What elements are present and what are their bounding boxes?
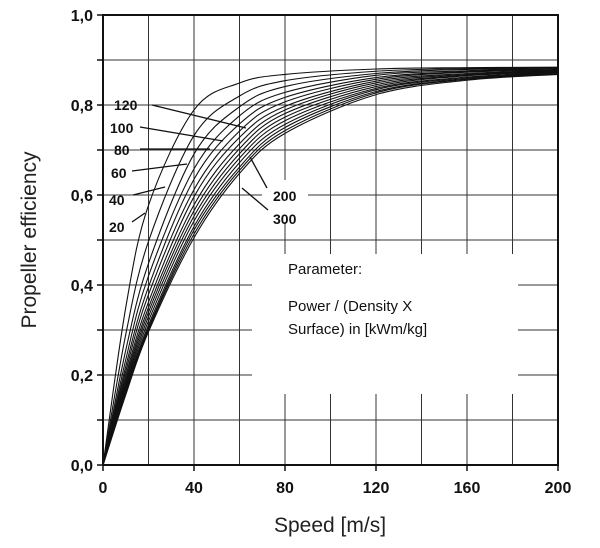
series-line-12 (102, 72, 559, 466)
y-axis-title: Propeller efficiency (18, 151, 41, 329)
annotation-label-80: 80 (114, 142, 130, 158)
y-tick-label: 0,0 (71, 458, 93, 475)
annotation-arrow-300 (241, 187, 269, 211)
x-tick-label: 160 (454, 480, 481, 497)
note-line-1: Power / (Density X (288, 298, 412, 315)
ticks: 0 40 80 120 160 200 0,0 0,2 0,4 0,6 0,8 1,0 (71, 8, 572, 497)
y-tick-label: 0,4 (71, 278, 93, 295)
x-tick-label: 40 (185, 480, 203, 497)
series-line-80 (102, 68, 559, 466)
annotation-label-40: 40 (109, 192, 125, 208)
annotation-arrow-60 (131, 163, 188, 172)
y-tick-label: 1,0 (71, 8, 93, 25)
annotation-arrow-120 (151, 104, 247, 129)
annotation-label-200: 200 (273, 188, 297, 204)
series-line-7 (102, 69, 559, 466)
curves (102, 66, 559, 466)
x-tick-label: 0 (99, 480, 108, 497)
annotation-label-300: 300 (273, 211, 297, 227)
series-line-8 (102, 70, 559, 466)
annotation-label-20: 20 (109, 219, 125, 235)
annotation-label-120: 120 (114, 97, 138, 113)
note-background (252, 254, 518, 394)
series-line-9 (102, 70, 559, 466)
x-tick-label: 200 (545, 480, 572, 497)
note-line-2: Surface) in [kWm/kg] (288, 321, 427, 338)
note-heading: Parameter: (288, 261, 362, 278)
series-line-60 (102, 68, 559, 466)
series-line-40 (102, 67, 559, 466)
series-line-20 (102, 66, 559, 466)
series-line-120 (102, 69, 559, 466)
annotation-arrow-100 (139, 126, 224, 142)
series-line-300 (102, 73, 559, 466)
y-tick-label: 0,2 (71, 368, 93, 385)
x-axis-title: Speed [m/s] (274, 514, 386, 537)
annotation-arrow-20 (131, 212, 146, 223)
annotation-arrow-40 (132, 186, 166, 196)
label-background-200-300 (262, 180, 308, 222)
series-line-200 (102, 71, 559, 466)
annotations (131, 104, 269, 223)
series-line-14 (102, 73, 559, 466)
series-line-11 (102, 71, 559, 466)
y-tick-label: 0,8 (71, 98, 93, 115)
annotation-arrow-200 (249, 156, 268, 189)
x-tick-label: 120 (363, 480, 390, 497)
annotation-label-60: 60 (111, 165, 127, 181)
annotation-label-100: 100 (110, 120, 134, 136)
y-tick-label: 0,6 (71, 188, 93, 205)
x-tick-label: 80 (276, 480, 294, 497)
